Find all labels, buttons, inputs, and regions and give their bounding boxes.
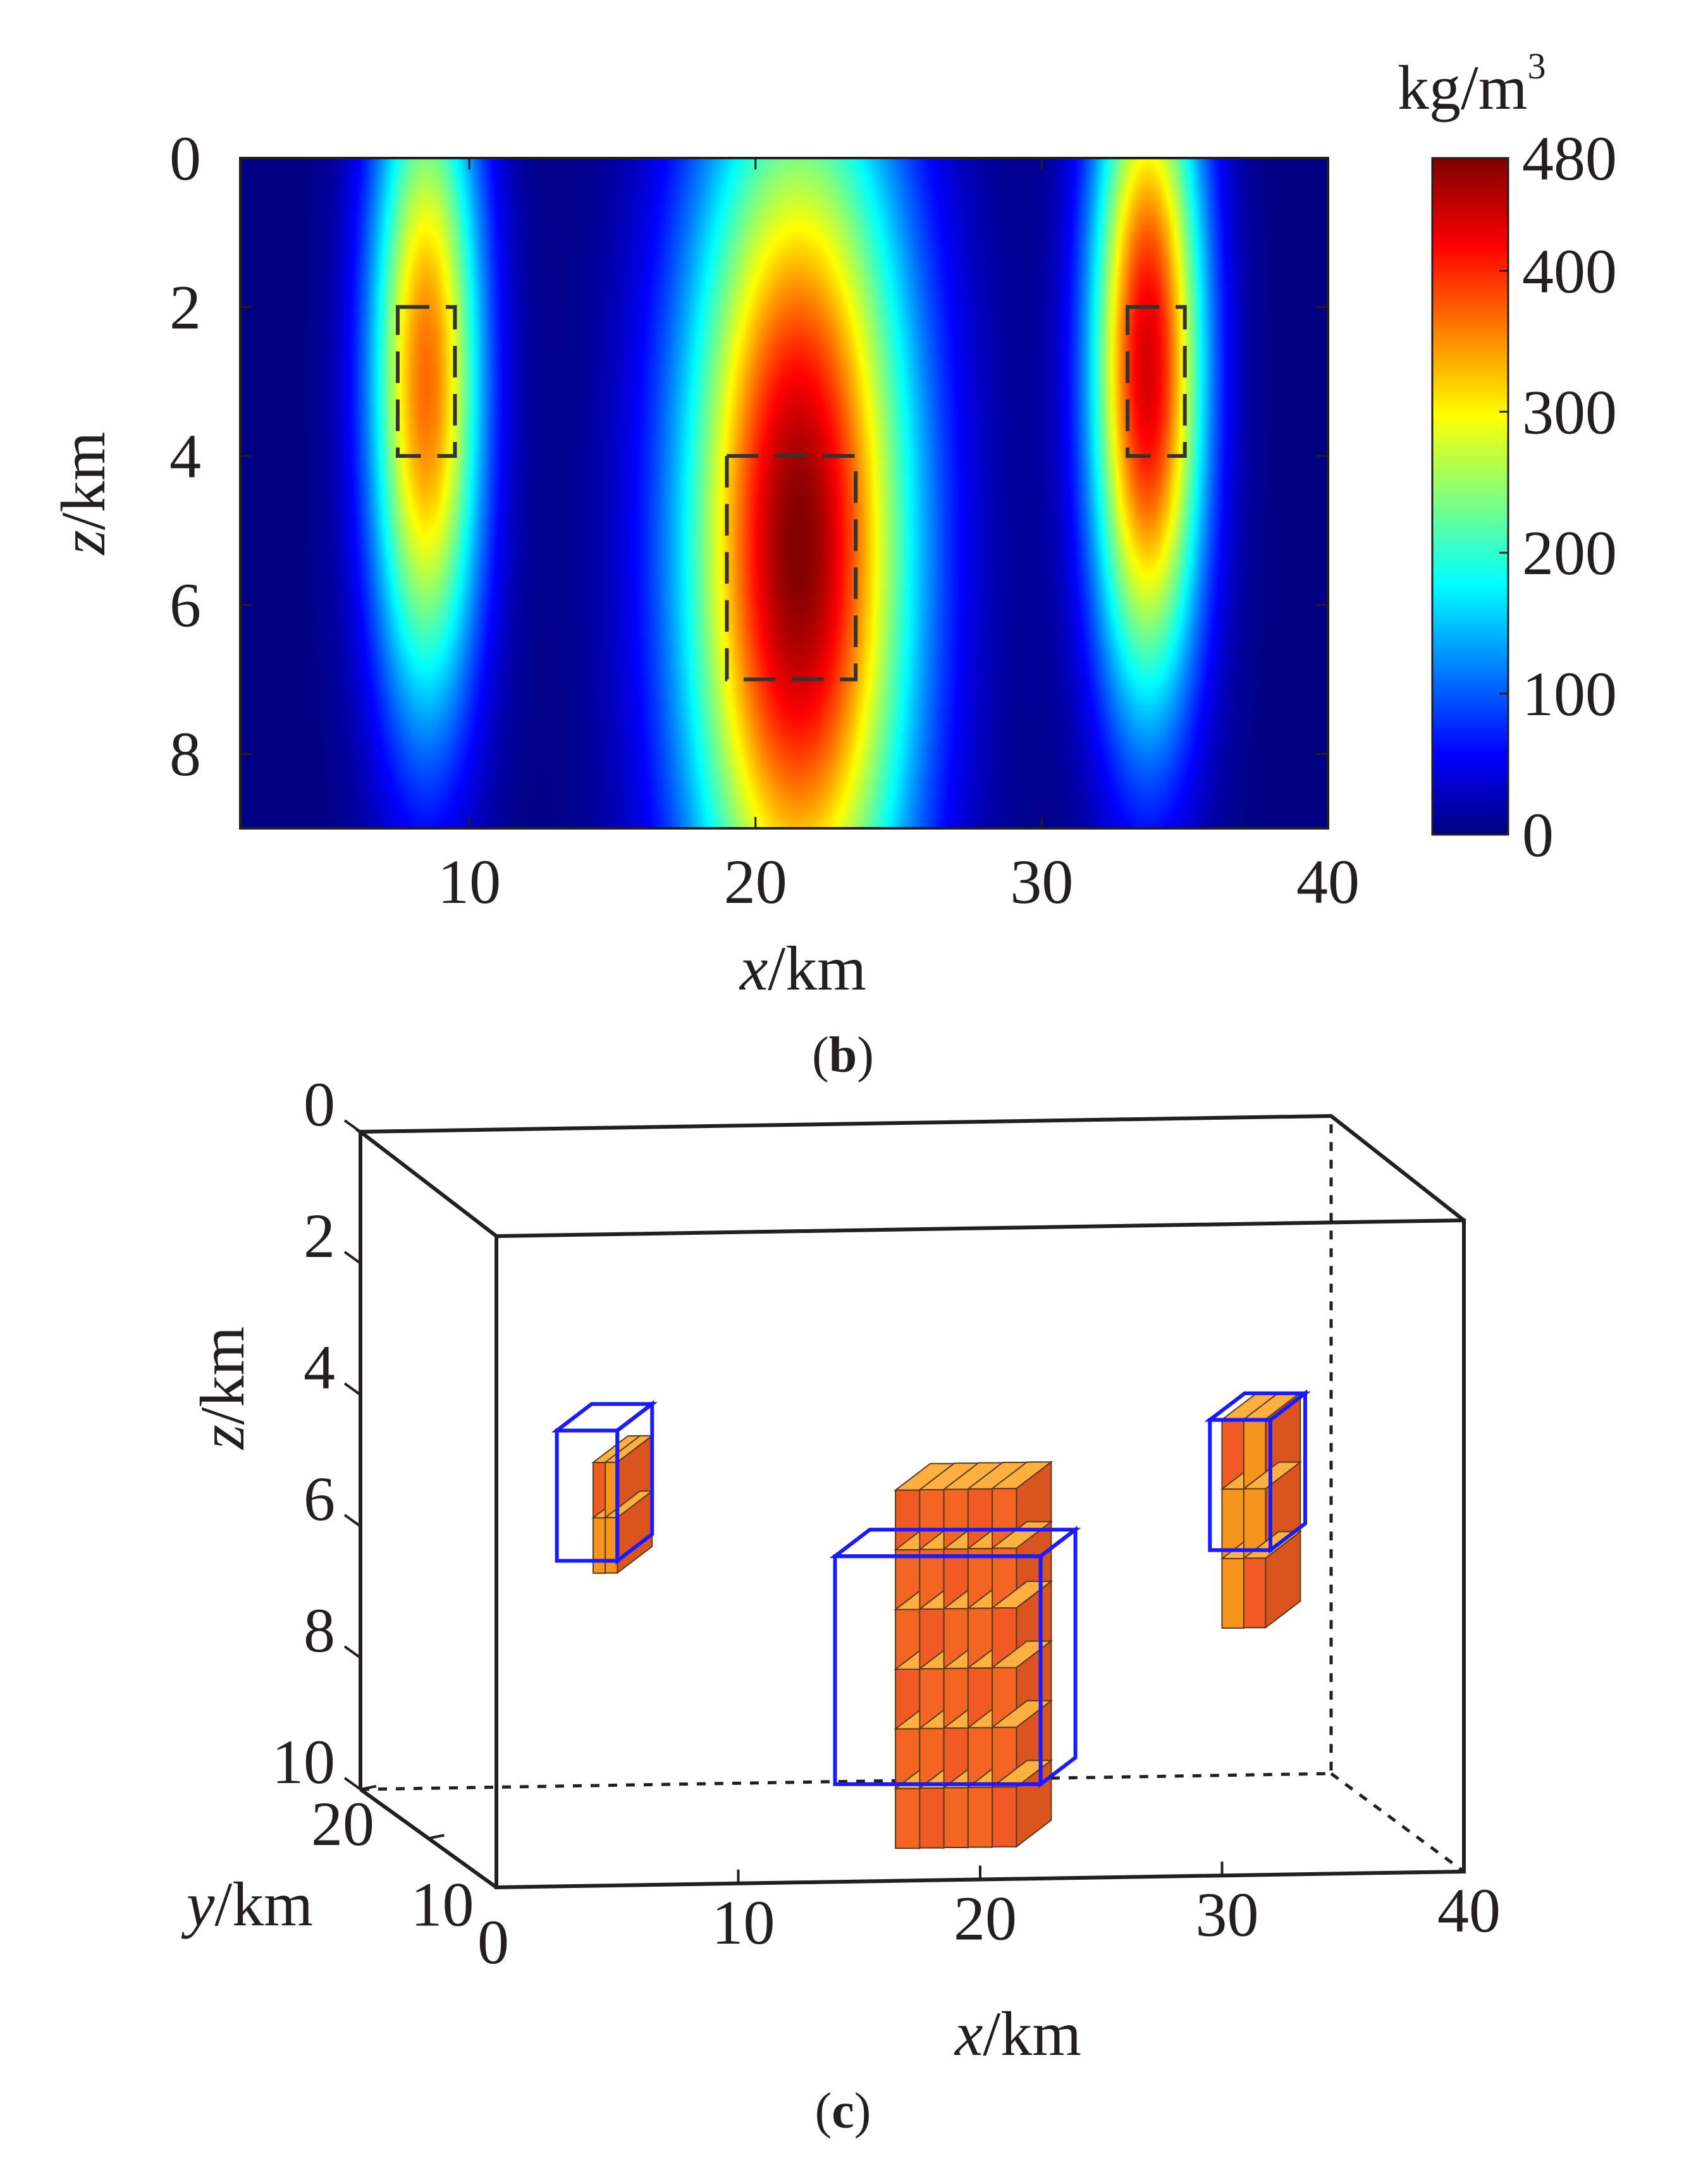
voxel-front (895, 1787, 921, 1849)
z-tick-mark-3d (343, 1382, 362, 1396)
y-axis-label-3d: y/km (181, 1869, 313, 1939)
z-tick-label-3d: 6 (304, 1464, 335, 1534)
outline-front (1208, 1418, 1272, 1552)
heatmap-frame (239, 157, 1329, 830)
colorbar-tick-label: 400 (1522, 236, 1617, 306)
colorbar (1431, 157, 1509, 836)
recovered-block-center (894, 1461, 1054, 1850)
x-axis-ticks-3d: 0 10 20 30 40 (477, 1858, 1501, 1977)
recovered-block-left (591, 1434, 654, 1575)
outline-front (833, 1554, 1043, 1786)
x-tick-label: 40 (1296, 847, 1360, 917)
z-tick-label: 8 (169, 719, 201, 789)
y-axis-ticks-3d: 10 20 (311, 1785, 474, 1940)
colorbar-tick-label: 480 (1522, 123, 1617, 193)
z-axis-label-3d: z/km (187, 1327, 257, 1451)
colorbar-ticks: 0 100 200 300 400 480 (1499, 123, 1617, 870)
colorbar-tick-label: 300 (1522, 377, 1617, 447)
x-tick-label: 30 (1010, 847, 1073, 917)
voxel-front (943, 1787, 969, 1848)
colorbar-tick-label: 100 (1522, 659, 1617, 729)
z-axis-ticks: 0 2 4 6 8 (169, 123, 1328, 789)
x-tick-label-3d: 30 (1196, 1879, 1259, 1949)
colorbar-tick-label: 200 (1522, 518, 1617, 588)
y-tick-mark-3d (428, 1834, 445, 1840)
true-body-outlines (395, 305, 1187, 682)
colorbar-label: kg/m3 (1398, 46, 1546, 123)
z-axis-ticks-3d: 0 2 4 6 8 10 (272, 1069, 362, 1797)
caption-c: (c) (815, 2083, 871, 2139)
true-body-outlines-3d (551, 1389, 1311, 1788)
voxel-front (1243, 1557, 1267, 1629)
z-tick-label-3d: 10 (272, 1727, 335, 1797)
voxel-front (967, 1786, 993, 1848)
true-body-right (1126, 305, 1187, 458)
x-tick-label-3d: 40 (1437, 1875, 1501, 1946)
box-hidden-edge-depth (1330, 1772, 1465, 1873)
recovered-block-right (1220, 1391, 1303, 1629)
z-tick-mark-3d (343, 1514, 362, 1528)
z-tick-label: 0 (169, 123, 201, 193)
y-tick-mark-3d (360, 1785, 377, 1791)
z-axis-label: z/km (48, 432, 118, 556)
x-tick-label-3d: 10 (712, 1887, 775, 1958)
voxel-front (919, 1787, 945, 1849)
z-tick-mark-3d (343, 1777, 362, 1791)
true-body-3d-right (1204, 1389, 1311, 1554)
box-top-left-edges (355, 1113, 1465, 1238)
z-tick-label: 4 (169, 421, 201, 491)
z-tick-mark-3d (343, 1645, 362, 1659)
voxel-front (593, 1517, 606, 1574)
x-tick-label-3d: 20 (954, 1884, 1017, 1954)
z-tick-label: 2 (169, 273, 201, 343)
true-body-center (725, 454, 858, 682)
x-tick-label: 20 (724, 847, 787, 917)
z-tick-mark-3d (343, 1119, 362, 1133)
recovered-blocks (591, 1391, 1303, 1850)
heatmap-field (240, 158, 1328, 828)
x-axis-label: x/km (739, 933, 866, 1003)
box-hidden-edges (360, 1116, 1333, 1791)
true-body-left (395, 305, 457, 458)
x-tick-label-3d: 0 (477, 1907, 509, 1977)
outline-front (555, 1428, 620, 1563)
z-tick-mark-3d (343, 1251, 362, 1265)
x-axis-label-3d: x/km (954, 1999, 1081, 2069)
y-tick-label-3d: 10 (411, 1870, 474, 1940)
z-tick-label: 6 (169, 570, 201, 641)
caption-b: (b) (812, 1027, 874, 1083)
z-tick-label-3d: 4 (304, 1332, 335, 1402)
true-body-3d-left (551, 1400, 658, 1565)
z-tick-label-3d: 2 (304, 1201, 335, 1271)
voxel-front (1221, 1557, 1244, 1629)
panel-b-heatmap: 10 20 30 40 0 2 4 6 8 x/km z/km 0 100 200 300 400 48… (48, 46, 1617, 1083)
x-tick-label: 10 (438, 847, 501, 917)
z-tick-label-3d: 8 (304, 1595, 335, 1665)
y-tick-label-3d: 20 (311, 1789, 374, 1859)
true-body-3d-center (829, 1526, 1081, 1788)
x-axis-ticks: 10 20 30 40 (438, 158, 1360, 917)
colorbar-tick-label: 0 (1522, 800, 1554, 870)
z-tick-label-3d: 0 (304, 1069, 335, 1139)
voxel-front (992, 1786, 1017, 1848)
